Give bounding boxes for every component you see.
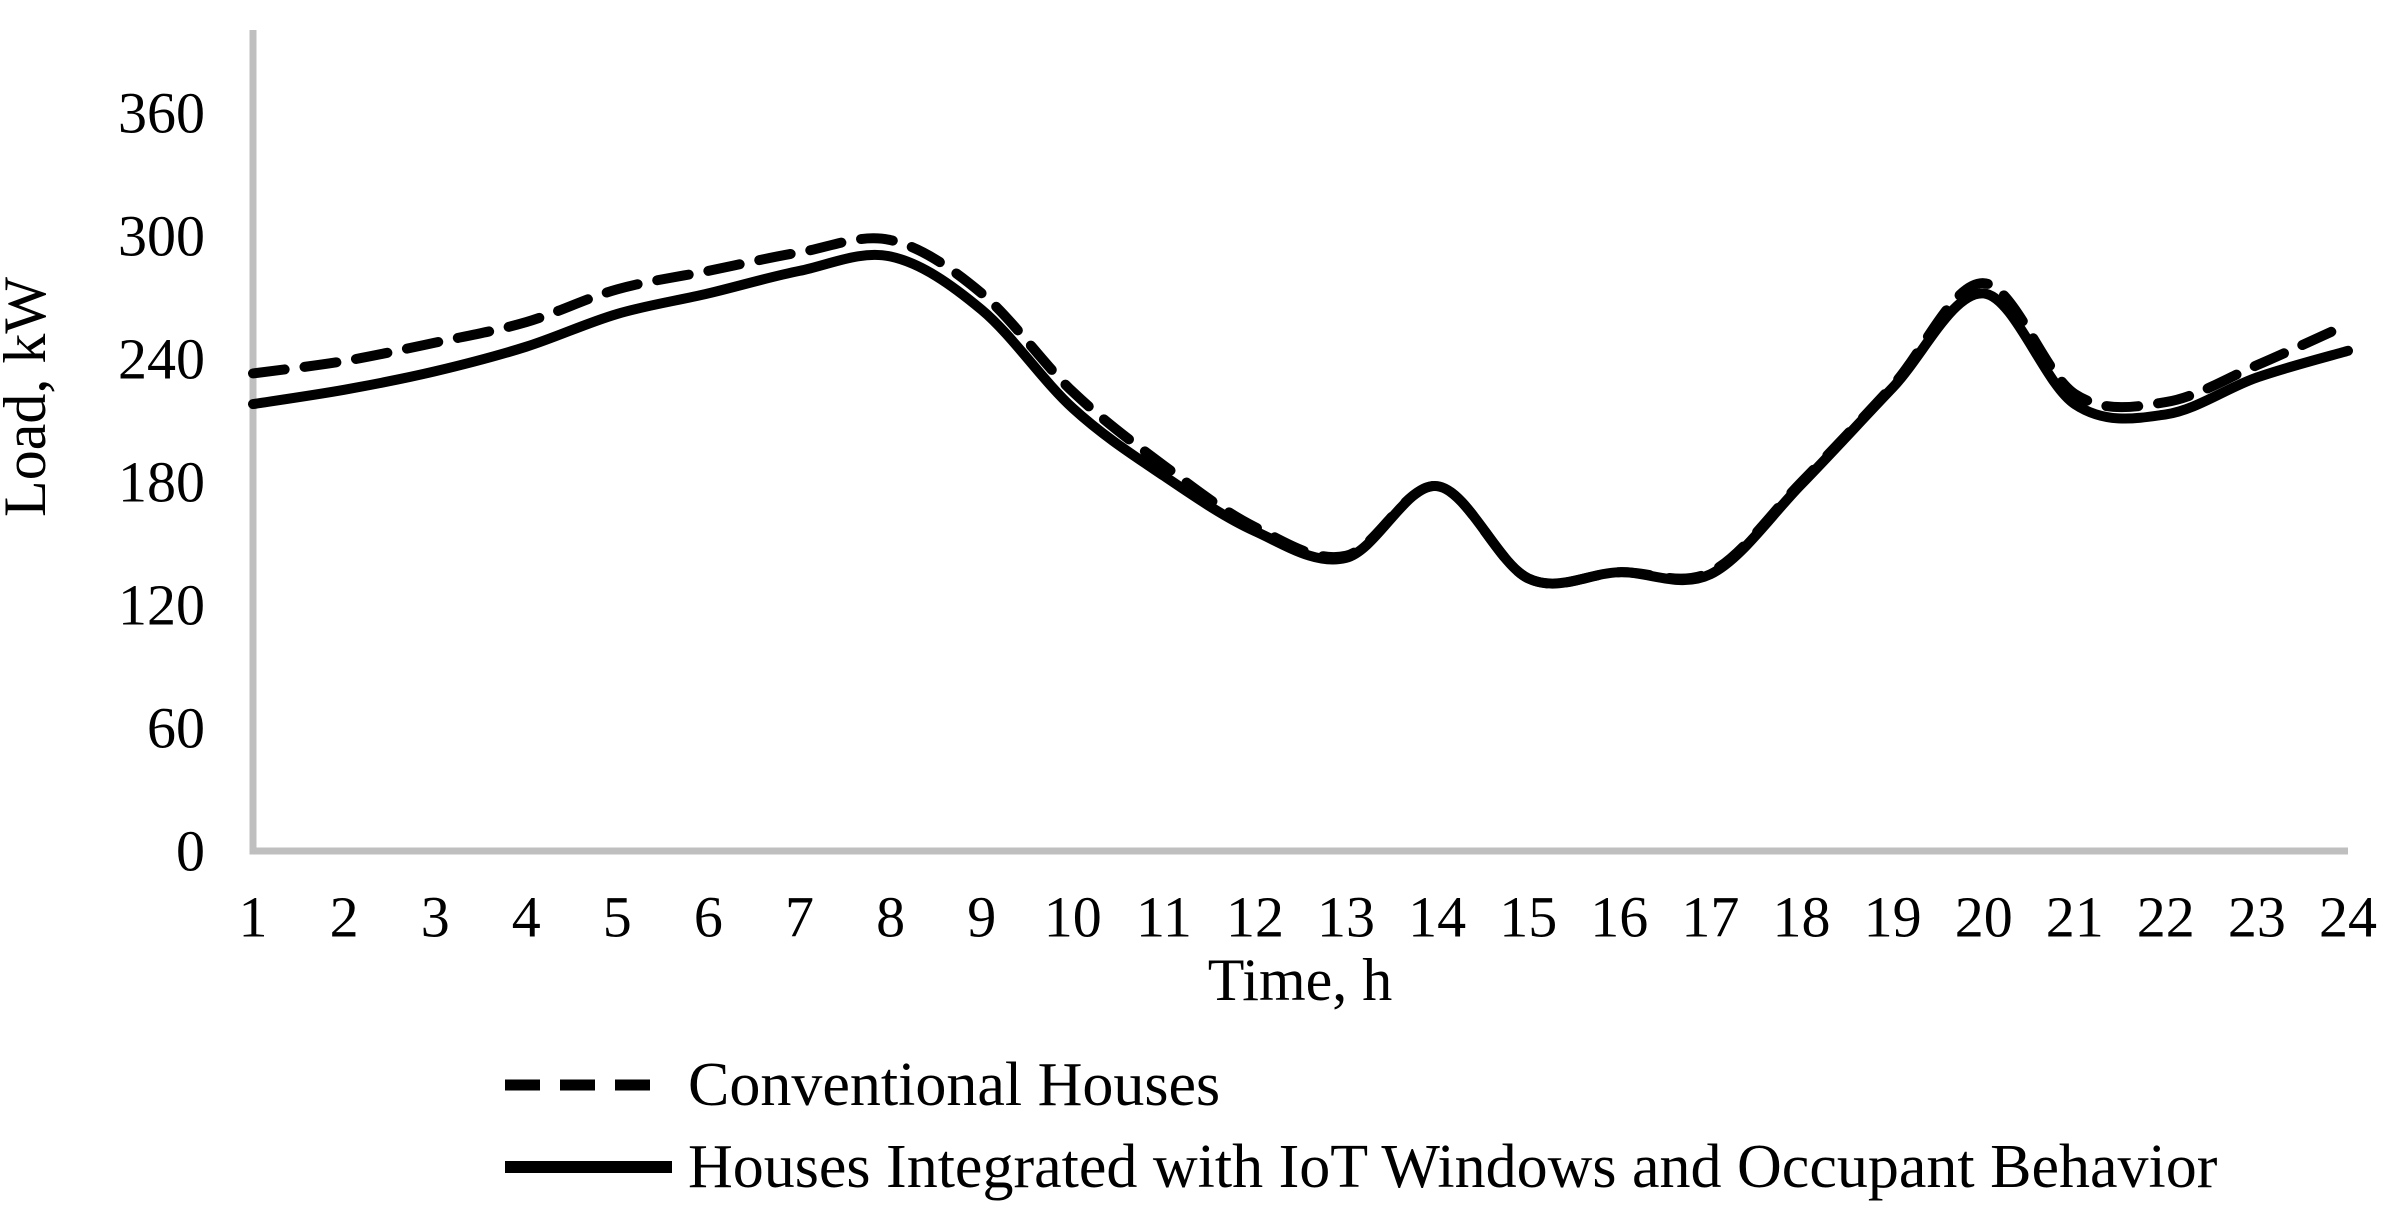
x-tick-label-17: 17: [1681, 885, 1739, 950]
x-tick-label-22: 22: [2137, 885, 2195, 950]
x-tick-label-24: 24: [2319, 885, 2377, 950]
x-tick-label-18: 18: [1773, 885, 1831, 950]
y-tick-label-0: 0: [176, 819, 205, 884]
legend: Conventional Houses Houses Integrated wi…: [505, 1051, 2218, 1201]
x-tick-label-11: 11: [1136, 885, 1192, 950]
y-tick-label-60: 60: [147, 696, 205, 761]
x-tick-label-3: 3: [421, 885, 450, 950]
x-tick-label-16: 16: [1590, 885, 1648, 950]
x-tick-label-23: 23: [2228, 885, 2286, 950]
x-axis-title: Time, h: [1208, 947, 1393, 1013]
x-tick-label-20: 20: [1955, 885, 2013, 950]
y-tick-label-300: 300: [118, 204, 205, 269]
y-axis-title: Load, kW: [0, 277, 58, 517]
x-tick-label-8: 8: [876, 885, 905, 950]
x-tick-label-5: 5: [603, 885, 632, 950]
x-tick-label-2: 2: [330, 885, 359, 950]
x-axis-tick-labels: 1 2 3 4 5 6 7 8 9 10 11 12 13 14 15 16 17 18 19 20 21 22 23 24: [239, 885, 2378, 950]
x-tick-label-15: 15: [1499, 885, 1557, 950]
y-tick-label-180: 180: [118, 450, 205, 515]
x-tick-label-14: 14: [1408, 885, 1466, 950]
x-tick-label-19: 19: [1864, 885, 1922, 950]
x-tick-label-4: 4: [512, 885, 541, 950]
series-lines: [248, 233, 2353, 589]
y-tick-label-360: 360: [118, 81, 205, 146]
axes: [249, 30, 2348, 855]
x-tick-label-10: 10: [1044, 885, 1102, 950]
x-tick-label-6: 6: [694, 885, 723, 950]
y-axis-tick-labels: 0 60 120 180 240 300 360: [118, 81, 205, 884]
x-tick-label-12: 12: [1226, 885, 1284, 950]
y-tick-label-120: 120: [118, 573, 205, 638]
legend-label-conventional: Conventional Houses: [688, 1051, 1220, 1119]
x-tick-label-13: 13: [1317, 885, 1375, 950]
series-line-conventional: [248, 233, 2353, 589]
x-tick-label-9: 9: [967, 885, 996, 950]
x-tick-label-1: 1: [239, 885, 268, 950]
y-tick-label-240: 240: [118, 327, 205, 392]
x-tick-label-7: 7: [785, 885, 814, 950]
legend-label-iot: Houses Integrated with IoT Windows and O…: [688, 1133, 2218, 1201]
x-tick-label-21: 21: [2046, 885, 2104, 950]
